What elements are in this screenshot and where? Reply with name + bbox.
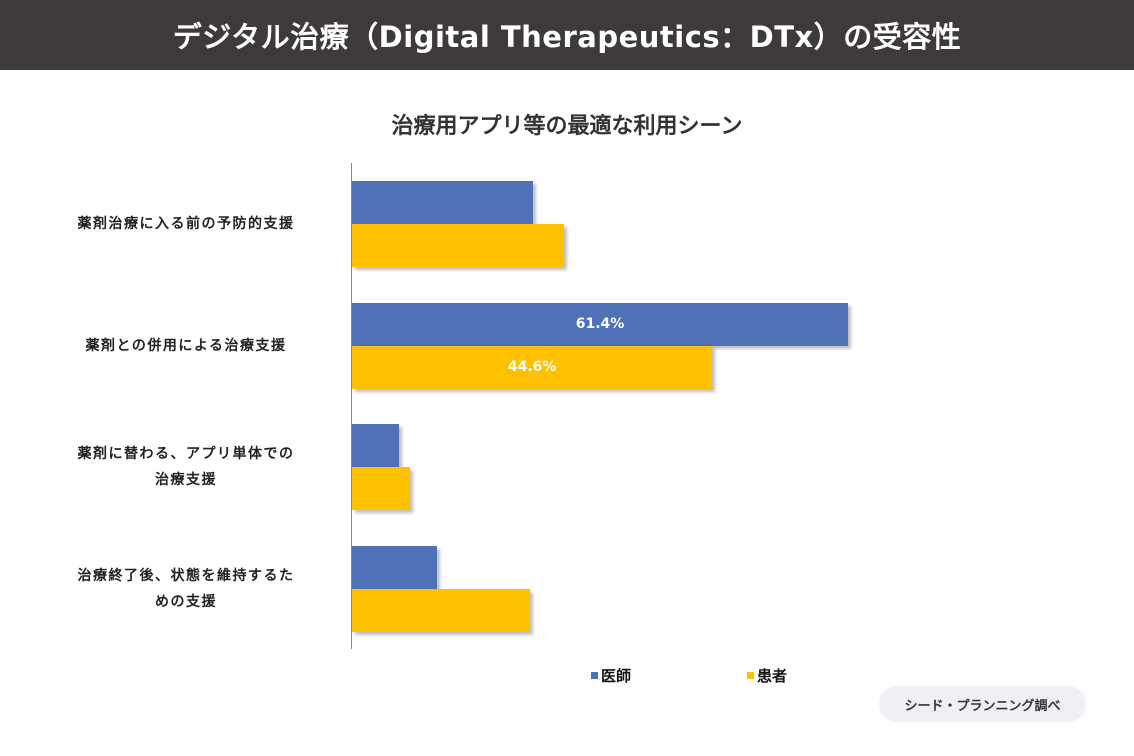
legend-item-doctor: 医師 [591, 665, 631, 686]
bar-patient [352, 588, 530, 632]
data-label: 44.6% [507, 359, 557, 375]
bar-doctor [352, 545, 437, 589]
bar-doctor [352, 424, 399, 467]
legend-label-patient: 患者 [757, 667, 788, 685]
page-header: デジタル治療（Digital Therapeutics：DTx）の受容性 [0, 0, 1134, 70]
bar-doctor [352, 302, 849, 346]
category-label: 治療終了後、状態を維持するた めの支援 [77, 567, 295, 610]
bar-patient [352, 345, 713, 389]
bar-patient [352, 224, 564, 267]
y-axis-line [351, 163, 352, 649]
legend-item-patient: 患者 [747, 665, 787, 686]
category-label: 薬剤治療に入る前の予防的支援 [77, 216, 295, 232]
legend-swatch-doctor [591, 672, 598, 679]
category-label: 薬剤に替わる、アプリ単体での 治療支援 [77, 446, 295, 488]
page-title: デジタル治療（Digital Therapeutics：DTx）の受容性 [172, 20, 962, 54]
data-label: 61.4% [575, 316, 625, 332]
legend-label-doctor: 医師 [601, 667, 632, 685]
chart-title: 治療用アプリ等の最適な利用シーン [391, 114, 743, 139]
source-badge: シード・プランニング調べ [879, 686, 1086, 722]
bar-patient [352, 467, 411, 510]
bar-doctor [352, 181, 533, 224]
legend-swatch-patient [747, 672, 754, 679]
category-label: 薬剤との併用による治療支援 [85, 337, 287, 354]
